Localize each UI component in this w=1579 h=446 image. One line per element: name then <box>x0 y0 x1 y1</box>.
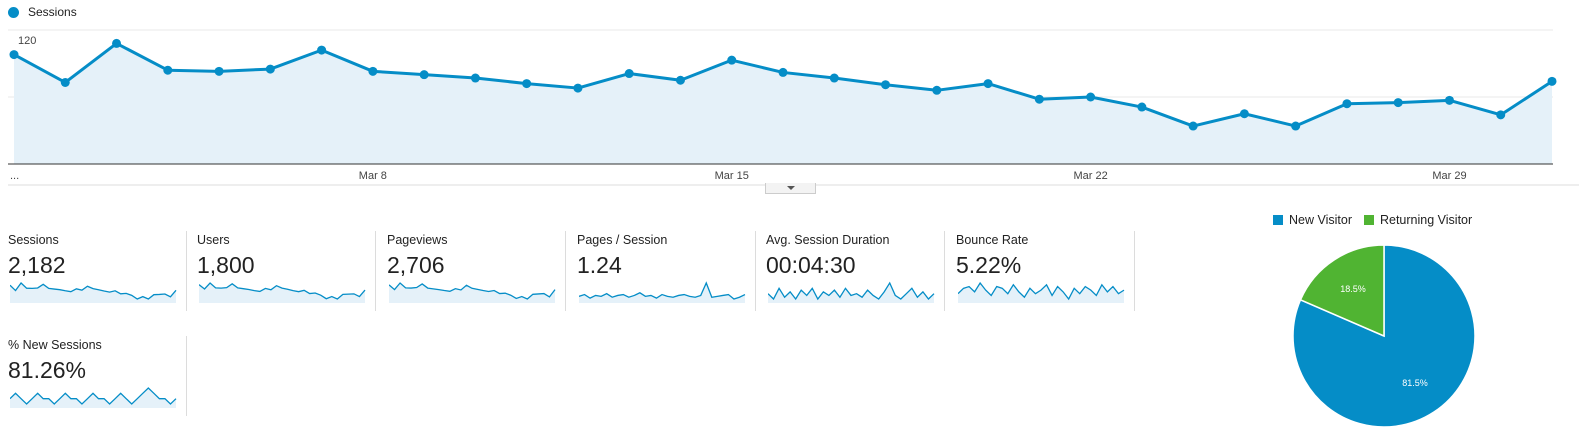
y-tick-label: 120 <box>18 35 36 47</box>
pie-slice-label: 81.5% <box>1402 378 1428 388</box>
pie-legend-new-visitor[interactable]: New Visitor <box>1273 213 1352 227</box>
sparkline-line <box>768 281 935 301</box>
metric-bounce-rate[interactable]: Bounce Rate 5.22% <box>956 231 1135 311</box>
legend-label: Sessions <box>28 5 77 19</box>
pie-legend-label: New Visitor <box>1289 213 1352 227</box>
metric-sparkline <box>579 281 746 303</box>
metric-label: Sessions <box>8 233 59 247</box>
sparkline-area <box>199 283 365 303</box>
sparkline-area <box>768 283 934 303</box>
data-point[interactable] <box>624 69 634 79</box>
data-point[interactable] <box>829 73 839 83</box>
metric-value: 5.22% <box>956 252 1022 278</box>
metric-value: 2,706 <box>387 252 445 278</box>
metric-new-sessions[interactable]: % New Sessions 81.26% <box>8 336 187 416</box>
data-point[interactable] <box>470 73 480 83</box>
data-point[interactable] <box>163 65 173 75</box>
data-point[interactable] <box>368 66 378 76</box>
data-point[interactable] <box>419 70 429 80</box>
legend-swatch-icon <box>1363 215 1374 225</box>
metric-avg-session-duration[interactable]: Avg. Session Duration 00:04:30 <box>766 231 945 311</box>
metric-sparkline <box>10 387 177 408</box>
legend-swatch-icon <box>1273 215 1283 225</box>
sparkline-line <box>10 282 177 300</box>
metric-sessions[interactable]: Sessions 2,182 <box>8 231 187 311</box>
pie-slice-label: 18.5% <box>1340 284 1366 294</box>
metric-label: Avg. Session Duration <box>766 233 890 247</box>
data-point[interactable] <box>1137 102 1147 112</box>
data-point[interactable] <box>1034 94 1044 104</box>
data-point[interactable] <box>1188 121 1198 131</box>
chevron-down-icon <box>786 186 795 190</box>
metric-label: Pageviews <box>387 233 448 247</box>
metric-value: 2,182 <box>8 252 66 278</box>
metric-sparkline <box>10 282 177 303</box>
pie-slice-returning-visitor[interactable] <box>1299 244 1385 338</box>
metric-users[interactable]: Users 1,800 <box>197 231 376 311</box>
chart-collapse-handle[interactable] <box>765 183 816 194</box>
sparkline-line <box>389 282 556 300</box>
metric-label: Users <box>197 233 230 247</box>
pie-legend: New Visitor Returning Visitor <box>1273 213 1484 227</box>
x-tick-label: Mar 29 <box>1432 170 1466 182</box>
metric-value: 81.26% <box>8 357 87 383</box>
pie-legend-label: Returning Visitor <box>1379 213 1473 227</box>
sparkline-area <box>10 388 176 408</box>
sparkline-line <box>10 387 177 405</box>
data-point[interactable] <box>317 45 327 55</box>
sparkline-area <box>389 283 555 303</box>
chart-legend-sessions[interactable]: Sessions <box>8 5 77 19</box>
data-point[interactable] <box>1496 110 1506 120</box>
data-point[interactable] <box>1547 76 1557 86</box>
sparkline-line <box>199 282 366 300</box>
data-point[interactable] <box>573 83 583 93</box>
legend-dot-icon <box>8 6 19 18</box>
data-point[interactable] <box>265 64 275 74</box>
data-point[interactable] <box>675 75 685 85</box>
data-point[interactable] <box>778 67 788 77</box>
metric-label: Bounce Rate <box>956 233 1029 247</box>
data-point[interactable] <box>112 38 122 48</box>
data-point[interactable] <box>1342 99 1352 109</box>
data-point[interactable] <box>983 79 993 89</box>
data-point[interactable] <box>881 80 891 90</box>
data-point[interactable] <box>1291 121 1301 131</box>
metric-value: 00:04:30 <box>766 252 856 278</box>
data-point[interactable] <box>214 66 224 76</box>
pie-legend-returning-visitor[interactable]: Returning Visitor <box>1363 213 1473 227</box>
sessions-area <box>14 43 1552 164</box>
data-point[interactable] <box>1444 95 1454 105</box>
data-point[interactable] <box>932 85 942 95</box>
metric-sparkline <box>389 282 556 303</box>
sparkline-line <box>579 281 746 300</box>
metric-label: % New Sessions <box>8 338 102 352</box>
metric-pages-per-session[interactable]: Pages / Session 1.24 <box>577 231 756 311</box>
data-point[interactable] <box>9 50 19 60</box>
metric-sparkline <box>958 281 1125 303</box>
data-point[interactable] <box>1393 98 1403 108</box>
metric-pageviews[interactable]: Pageviews 2,706 <box>387 231 566 311</box>
sparkline-line <box>958 281 1125 301</box>
visitor-type-pie-chart[interactable]: 81.5% 18.5% <box>1289 241 1479 431</box>
metric-value: 1.24 <box>577 252 622 278</box>
metric-label: Pages / Session <box>577 233 668 247</box>
metric-sparkline <box>199 282 366 303</box>
data-point[interactable] <box>1239 109 1249 119</box>
metric-sparkline <box>768 281 935 303</box>
data-point[interactable] <box>60 77 70 87</box>
metric-value: 1,800 <box>197 252 255 278</box>
data-point[interactable] <box>522 79 532 89</box>
x-tick-label: Mar 8 <box>359 170 387 182</box>
x-tick-label: ... <box>10 170 19 182</box>
data-point[interactable] <box>727 55 737 65</box>
x-tick-label: Mar 15 <box>715 170 749 182</box>
data-point[interactable] <box>1086 92 1096 102</box>
sparkline-area <box>579 283 745 303</box>
sparkline-area <box>10 283 176 303</box>
x-tick-label: Mar 22 <box>1073 170 1107 182</box>
